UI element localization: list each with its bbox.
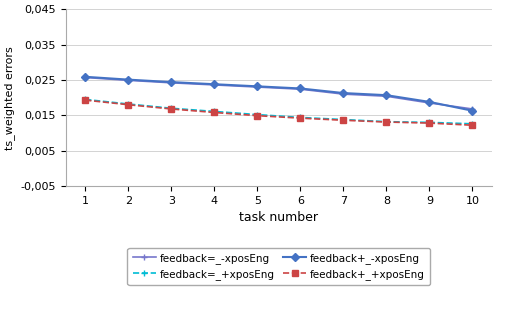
feedback=_-xposEng xyxy=(82,76,88,79)
feedback=_+xposEng xyxy=(82,98,88,101)
Y-axis label: ts_weighted errors: ts_weighted errors xyxy=(4,46,15,149)
Legend: feedback=_-xposEng, feedback=_+xposEng, feedback+_-xposEng, feedback+_+xposEng: feedback=_-xposEng, feedback=_+xposEng, … xyxy=(127,248,430,285)
feedback+_+xposEng xyxy=(297,116,303,120)
Line: feedback+_+xposEng: feedback+_+xposEng xyxy=(83,97,475,128)
feedback+_-xposEng xyxy=(255,85,261,88)
feedback+_-xposEng xyxy=(125,78,131,82)
Line: feedback+_-xposEng: feedback+_-xposEng xyxy=(83,74,475,113)
feedback=_+xposEng xyxy=(125,102,131,106)
feedback+_+xposEng xyxy=(469,123,476,127)
feedback=_-xposEng xyxy=(211,83,218,87)
feedback=_-xposEng xyxy=(340,92,346,96)
feedback+_+xposEng xyxy=(168,107,174,111)
feedback=_+xposEng xyxy=(255,113,261,117)
feedback+_+xposEng xyxy=(383,120,389,124)
feedback=_-xposEng xyxy=(297,87,303,91)
feedback+_-xposEng xyxy=(469,109,476,113)
feedback+_+xposEng xyxy=(255,114,261,117)
feedback=_-xposEng xyxy=(469,107,476,111)
feedback=_+xposEng xyxy=(168,106,174,110)
feedback+_-xposEng xyxy=(297,86,303,90)
feedback+_-xposEng xyxy=(383,93,389,97)
feedback=_-xposEng xyxy=(255,85,261,89)
feedback+_-xposEng xyxy=(168,80,174,84)
feedback+_+xposEng xyxy=(426,121,432,125)
feedback=_+xposEng xyxy=(383,120,389,124)
feedback=_+xposEng xyxy=(426,121,432,124)
feedback+_+xposEng xyxy=(211,111,218,114)
feedback=_+xposEng xyxy=(340,118,346,122)
feedback=_+xposEng xyxy=(297,116,303,119)
X-axis label: task number: task number xyxy=(239,211,318,224)
feedback=_+xposEng xyxy=(469,122,476,126)
feedback=_-xposEng xyxy=(125,78,131,82)
Line: feedback=_+xposEng: feedback=_+xposEng xyxy=(82,96,476,127)
Line: feedback=_-xposEng: feedback=_-xposEng xyxy=(82,74,476,113)
feedback=_-xposEng xyxy=(383,94,389,98)
feedback+_+xposEng xyxy=(125,103,131,107)
feedback+_+xposEng xyxy=(340,118,346,122)
feedback+_+xposEng xyxy=(82,98,88,102)
feedback+_-xposEng xyxy=(340,91,346,95)
feedback=_-xposEng xyxy=(168,81,174,85)
feedback+_-xposEng xyxy=(426,100,432,104)
feedback=_-xposEng xyxy=(426,101,432,105)
feedback+_-xposEng xyxy=(211,82,218,86)
feedback+_-xposEng xyxy=(82,75,88,79)
feedback=_+xposEng xyxy=(211,109,218,113)
